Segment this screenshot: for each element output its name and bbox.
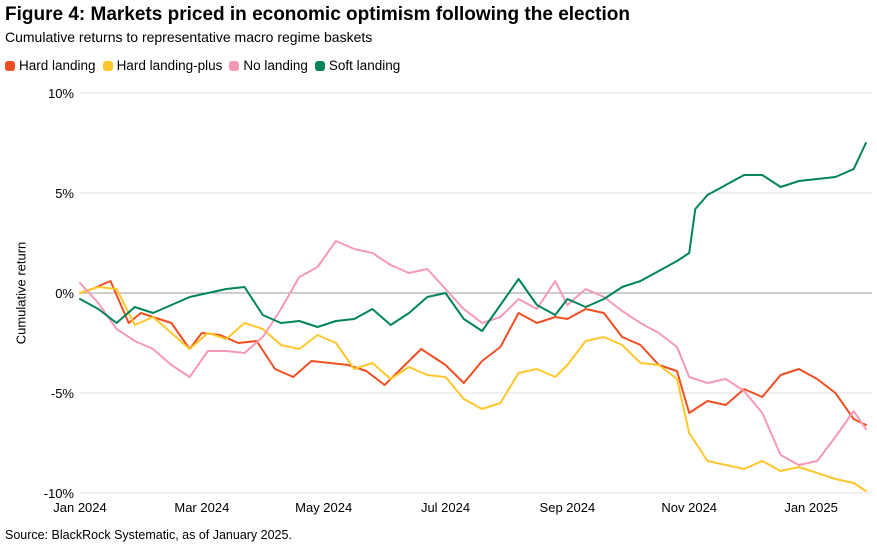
legend-item-no-landing: No landing [229, 58, 308, 73]
x-tick-label: Jan 2025 [784, 500, 838, 515]
legend-item-hard-landing-plus: Hard landing-plus [102, 58, 223, 73]
x-tick-label: Nov 2024 [661, 500, 717, 515]
legend: Hard landing Hard landing-plus No landin… [5, 58, 407, 73]
y-tick-label: -5% [51, 386, 75, 401]
legend-item-soft-landing: Soft landing [314, 58, 401, 73]
legend-swatch [314, 60, 325, 71]
x-tick-label: Jul 2024 [421, 500, 470, 515]
x-tick-label: Jan 2024 [53, 500, 107, 515]
legend-item-hard-landing: Hard landing [5, 58, 96, 73]
chart-title: Figure 4: Markets priced in economic opt… [5, 4, 630, 25]
series-line-soft-landing [79, 142, 867, 332]
x-tick-label: May 2024 [295, 500, 352, 515]
y-tick-label: 10% [48, 86, 74, 101]
y-tick-label: 5% [55, 186, 74, 201]
x-tick-label: Mar 2024 [174, 500, 229, 515]
legend-label: Hard landing [19, 58, 96, 73]
chart-subtitle: Cumulative returns to representative mac… [5, 29, 373, 45]
legend-swatch [5, 60, 15, 71]
series-line-hard-landing-plus [79, 286, 867, 492]
y-tick-label: 0% [55, 286, 74, 301]
line-chart: 10% 5% 0% -5% -10%Jan 2024 Mar 2024 May 2024 Ju… [44, 86, 872, 515]
legend-swatch [102, 60, 113, 71]
series-line-hard-landing [79, 280, 867, 426]
x-tick-label: Sep 2024 [540, 500, 596, 515]
y-tick-label: -10% [44, 486, 75, 501]
series-line-no-landing [79, 240, 867, 466]
legend-swatch [229, 60, 240, 71]
legend-label: Soft landing [328, 58, 401, 73]
legend-label: No landing [243, 58, 308, 73]
source-note: Source: BlackRock Systematic, as of Janu… [5, 528, 292, 542]
legend-label: Hard landing-plus [116, 58, 223, 73]
